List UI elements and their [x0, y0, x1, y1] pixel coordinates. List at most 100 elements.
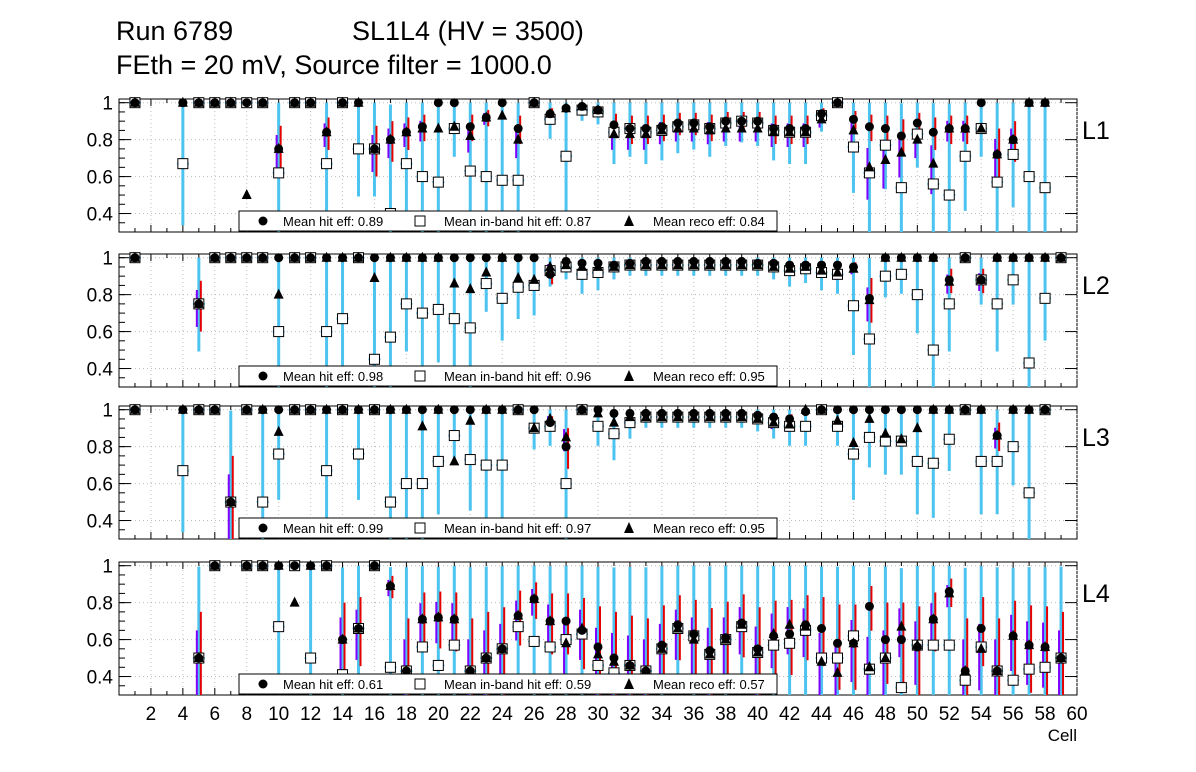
y-tick-label: 1 [102, 249, 113, 270]
hit-marker [864, 293, 874, 303]
legend-hit-label: Mean hit eff: 0.98 [283, 369, 383, 384]
hit-marker [529, 405, 539, 415]
hit-marker [401, 253, 411, 263]
data-point-cell-4 [176, 96, 189, 226]
hit-marker [577, 258, 587, 268]
data-point-cell-57 [1023, 96, 1036, 232]
inband-marker [975, 455, 987, 467]
legend-hit-marker [258, 371, 268, 381]
legend-inband-marker [414, 678, 426, 690]
hit-marker [401, 405, 411, 415]
inband-marker [847, 300, 859, 312]
data-point-cell-27 [544, 102, 557, 139]
data-point-cell-27 [544, 409, 557, 446]
legend-inband-marker [414, 215, 426, 227]
data-point-cell-20 [432, 403, 445, 515]
data-point-cell-54 [975, 257, 988, 305]
legend-inband-label: Mean in-band hit eff: 0.59 [444, 677, 591, 692]
data-point-cell-35 [671, 256, 684, 276]
data-point-cell-15 [352, 565, 365, 692]
legend-reco-label: Mean reco eff: 0.57 [653, 677, 765, 692]
inband-marker [512, 621, 524, 633]
hit-marker [657, 640, 667, 650]
hit-marker [880, 253, 890, 263]
data-point-cell-6 [208, 251, 221, 264]
hit-marker [354, 624, 363, 633]
hit-marker [513, 253, 523, 263]
hit-marker [609, 260, 619, 270]
reco-marker [449, 455, 460, 466]
reco-marker [880, 427, 891, 438]
hit-marker [417, 122, 427, 132]
data-point-cell-51 [927, 403, 940, 518]
hit-marker [290, 405, 300, 415]
data-point-cell-15 [352, 403, 365, 500]
hit-marker [864, 405, 874, 415]
inband-marker [273, 621, 285, 633]
inband-marker [943, 298, 955, 310]
legend-hit-marker [258, 679, 268, 689]
legend: Mean hit eff: 0.99 Mean in-band hit eff: … [238, 517, 778, 539]
legend-reco-marker [624, 522, 634, 533]
x-tick-label: 40 [747, 704, 768, 725]
x-tick-label: 6 [210, 704, 221, 725]
reco-marker [513, 133, 524, 144]
reco-marker [816, 655, 827, 666]
hit-marker [1056, 653, 1066, 663]
hit-marker [737, 408, 747, 418]
data-point-cell-48 [879, 251, 892, 298]
legend-hit-label: Mean hit eff: 0.99 [283, 521, 383, 536]
hit-marker [417, 253, 427, 263]
reco-marker [896, 620, 907, 631]
hit-marker [529, 594, 539, 604]
hit-marker [625, 660, 635, 670]
hit-marker [130, 98, 140, 108]
hit-marker [417, 405, 427, 415]
superlayer-title: SL1L4 (HV = 3500) [352, 16, 584, 46]
inband-marker [496, 459, 508, 471]
hit-marker [833, 638, 842, 648]
hit-marker [769, 412, 779, 422]
legend-reco-label: Mean reco eff: 0.95 [653, 521, 765, 536]
hit-marker [785, 124, 795, 134]
data-point-cell-7 [224, 96, 237, 109]
inband-marker [911, 455, 923, 467]
reco-marker [513, 272, 524, 283]
hit-marker [912, 118, 922, 128]
hit-marker [721, 256, 731, 266]
inband-marker [448, 430, 460, 442]
hit-marker [242, 98, 252, 108]
inband-marker [400, 298, 412, 310]
data-point-cell-37 [703, 408, 716, 428]
inband-marker [480, 171, 492, 183]
hit-marker [497, 253, 507, 263]
data-point-cell-55 [991, 102, 1004, 232]
panel-l1: 0.4 0.6 0.8 1 L1 Mean hit eff: 0.89 Mean in-ba… [87, 94, 1110, 233]
hit-marker [465, 666, 475, 676]
hit-marker [561, 103, 571, 113]
data-point-cell-30 [592, 257, 604, 291]
inband-marker [432, 303, 444, 315]
reco-marker [864, 661, 875, 672]
x-tick-label: 38 [715, 704, 736, 725]
data-point-cell-40 [751, 102, 764, 147]
data-point-cell-43 [799, 102, 812, 165]
data-point-cell-15 [352, 251, 365, 264]
x-axis-label: Cell [1048, 726, 1077, 745]
reco-marker [688, 122, 699, 133]
inband-marker [927, 457, 939, 469]
hit-marker [306, 405, 316, 415]
hit-marker [928, 127, 938, 137]
x-tick-label: 48 [875, 704, 896, 725]
hit-marker [944, 124, 954, 134]
x-tick-label: 4 [178, 704, 189, 725]
legend-reco-marker [624, 215, 634, 226]
hit-marker [194, 653, 204, 663]
inband-marker [384, 331, 396, 343]
hit-marker [753, 258, 763, 268]
reco-marker [832, 266, 843, 277]
data-point-cell-52 [943, 103, 956, 232]
data-point-cell-46 [847, 405, 860, 500]
hit-marker [976, 405, 986, 415]
data-point-cell-13 [320, 102, 333, 226]
